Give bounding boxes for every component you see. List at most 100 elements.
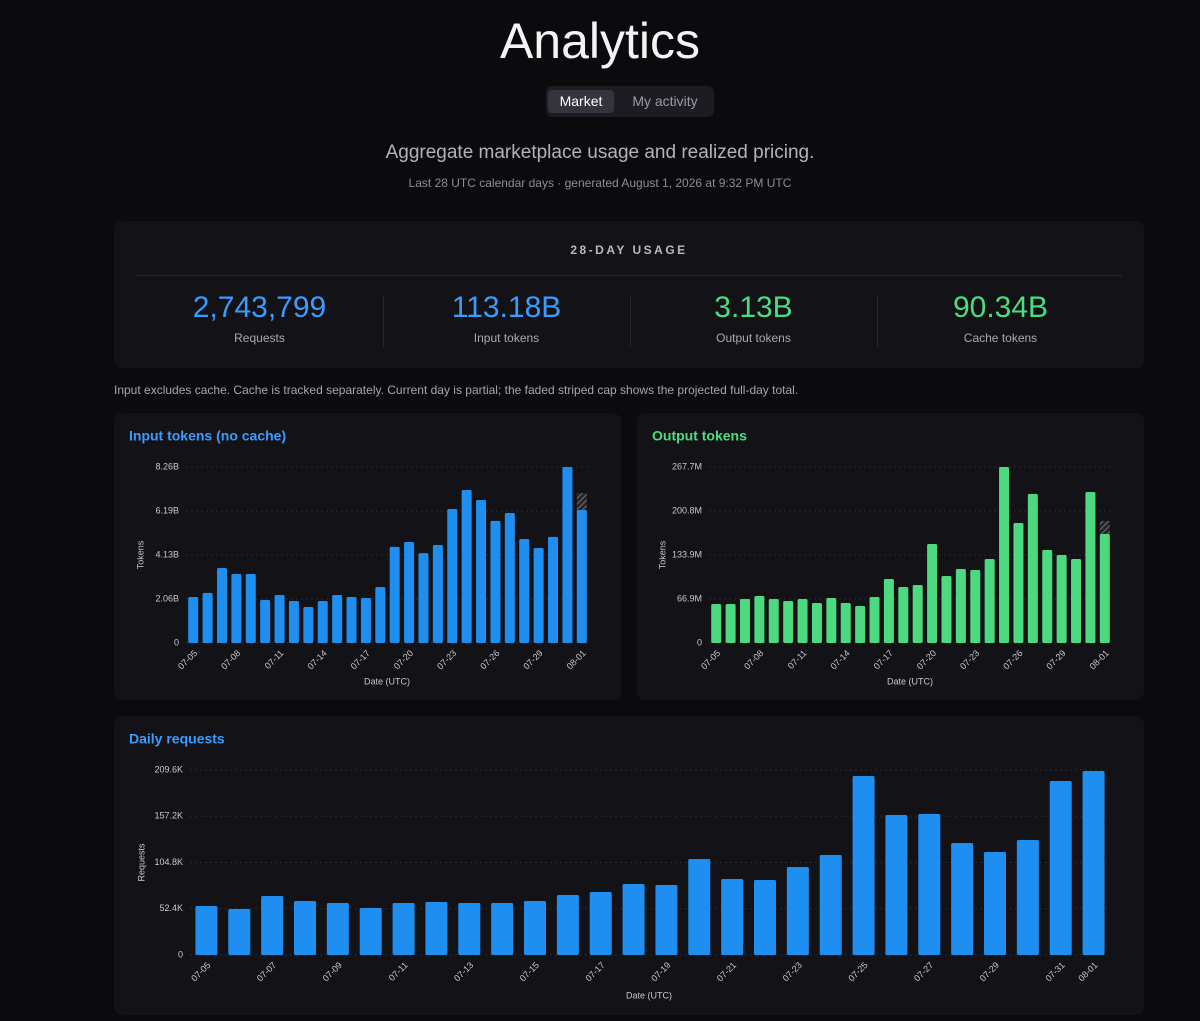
bar [260, 599, 271, 643]
divider [630, 295, 631, 347]
usage-heading: 28-DAY USAGE [570, 243, 688, 257]
x-tick-label: 07-31 [1043, 960, 1066, 983]
x-tick-label: 07-20 [392, 648, 415, 671]
y-tick-label: 2.06B [155, 593, 179, 603]
bar [261, 895, 284, 955]
bar [556, 894, 579, 955]
bar [1071, 558, 1082, 643]
bar [768, 599, 779, 643]
x-tick-label: 08-01 [565, 648, 588, 671]
bar [999, 467, 1010, 643]
bar [912, 585, 923, 643]
y-tick-label: 104.8K [154, 857, 183, 867]
stat-value: 113.18B [451, 291, 562, 324]
bar [1016, 839, 1039, 955]
x-tick-label: 07-29 [978, 960, 1001, 983]
x-tick-label: 07-25 [846, 960, 869, 983]
x-tick-label: 07-17 [349, 648, 372, 671]
bar [375, 586, 386, 643]
bar [533, 547, 544, 643]
bar [951, 842, 974, 955]
bar [1042, 549, 1053, 643]
stat-value: 2,743,799 [192, 291, 327, 324]
bar [1082, 770, 1105, 955]
chart-title: Input tokens (no cache) [129, 428, 286, 444]
bar [1099, 533, 1110, 643]
bar [231, 573, 242, 643]
bar [655, 885, 678, 955]
bar [432, 544, 443, 643]
bar [548, 536, 559, 643]
bar [576, 510, 587, 643]
y-tick-label: 133.9M [672, 549, 702, 559]
bar [425, 901, 448, 955]
bar [721, 879, 744, 955]
bar [970, 570, 981, 643]
x-tick-label: 07-09 [321, 960, 344, 983]
bar [869, 596, 880, 643]
projected-cap [1099, 520, 1110, 534]
bar [303, 606, 314, 643]
x-tick-label: 07-23 [958, 648, 981, 671]
x-axis-title: Date (UTC) [626, 990, 672, 1000]
bar [898, 586, 909, 643]
bar [941, 576, 952, 643]
bar [404, 542, 415, 643]
bar [754, 595, 765, 643]
bar [1085, 491, 1096, 643]
bar [739, 599, 750, 643]
stat: 3.13B Output tokens [630, 291, 877, 345]
y-tick-label: 8.26B [155, 461, 179, 471]
y-tick-label: 209.6K [154, 764, 183, 774]
bar [216, 567, 227, 643]
chart-title: Output tokens [652, 428, 747, 444]
bar [288, 601, 299, 643]
x-tick-label: 07-23 [781, 960, 804, 983]
usage-card: 28-DAY USAGE 2,743,799 Requests 113.18B Inp… [114, 221, 1144, 368]
x-tick-label: 07-29 [1044, 648, 1067, 671]
bar [955, 568, 966, 643]
bar [1027, 494, 1038, 643]
stat: 113.18B Input tokens [383, 291, 630, 345]
y-axis-title: Tokens [657, 540, 667, 569]
bar [326, 903, 349, 955]
stat-label: Requests [234, 331, 285, 345]
bar [294, 900, 316, 955]
x-tick-label: 07-20 [915, 648, 938, 671]
y-tick-label: 66.9M [677, 593, 702, 603]
bar [392, 903, 415, 955]
bar [984, 851, 1006, 955]
bar [1056, 554, 1067, 643]
tab[interactable]: Market [548, 90, 614, 113]
bar [447, 508, 458, 643]
divider [383, 295, 384, 347]
stat-label: Cache tokens [963, 331, 1038, 345]
bar [317, 601, 328, 643]
tab[interactable]: My activity [632, 93, 698, 109]
bar [927, 543, 938, 643]
bar [984, 558, 995, 643]
bar [797, 599, 808, 643]
stat-value: 3.13B [714, 291, 793, 324]
x-tick-label: 07-23 [435, 648, 458, 671]
x-tick-label: 07-11 [387, 960, 410, 983]
bar [918, 813, 941, 955]
bar [883, 579, 894, 643]
tab-bar: Market My activity [546, 86, 714, 117]
bar [840, 603, 851, 643]
stat: 90.34B Cache tokens [877, 291, 1124, 345]
y-tick-label: 267.7M [672, 461, 702, 471]
x-tick-label: 07-19 [649, 960, 672, 983]
stat-label: Output tokens [716, 331, 791, 345]
meta: Last 28 UTC calendar days · generated Au… [408, 176, 792, 190]
x-tick-label: 07-11 [786, 648, 809, 671]
y-axis-title: Requests [136, 843, 146, 882]
bar [811, 603, 822, 643]
x-tick-label: 07-21 [715, 960, 738, 983]
x-tick-label: 08-01 [1076, 960, 1099, 983]
bar [589, 891, 612, 955]
y-tick-label: 0 [697, 637, 702, 647]
x-tick-label: 07-05 [189, 960, 212, 983]
stat-value: 90.34B [952, 291, 1049, 324]
y-tick-label: 200.8M [672, 505, 702, 515]
